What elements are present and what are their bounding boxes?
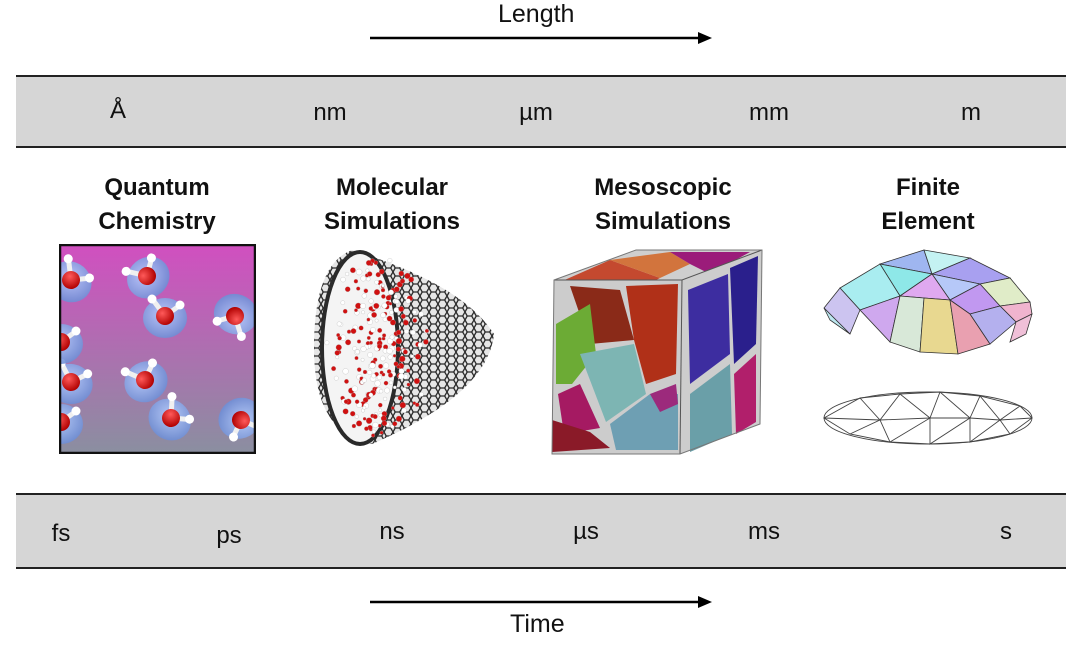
length-unit-mm: mm (749, 99, 789, 126)
time-unit-us: µs (573, 518, 599, 545)
time-arrow (370, 596, 712, 608)
length-axis-title: Length (498, 0, 575, 28)
mesoscopic-simulation-image (551, 249, 763, 455)
method-finite-element-title: Finite Element (881, 174, 975, 235)
length-unit-nm: nm (313, 99, 347, 126)
length-unit-angstrom: Å (109, 97, 127, 124)
time-axis-title: Time (510, 610, 565, 638)
quantum-chemistry-image (59, 244, 256, 454)
time-unit-ns: ns (379, 518, 405, 545)
time-scale-band: fs ps ns µs ms s (16, 493, 1066, 569)
time-unit-ms: ms (748, 518, 780, 545)
method-mesoscopic-simulations-title: Mesoscopic Simulations (594, 174, 732, 235)
length-arrow (370, 32, 712, 44)
method-molecular-simulations-title: Molecular Simulations (323, 174, 461, 235)
time-unit-ps: ps (216, 522, 242, 549)
length-unit-m: m (961, 99, 981, 126)
finite-element-image (823, 249, 1033, 445)
length-scale-band: Å nm µm mm m (16, 75, 1066, 148)
time-unit-fs: fs (51, 520, 71, 547)
length-unit-um: µm (519, 99, 553, 126)
molecular-simulation-image (314, 250, 494, 446)
method-quantum-chemistry-title: Quantum Chemistry (98, 174, 216, 235)
time-unit-s: s (1000, 518, 1012, 545)
